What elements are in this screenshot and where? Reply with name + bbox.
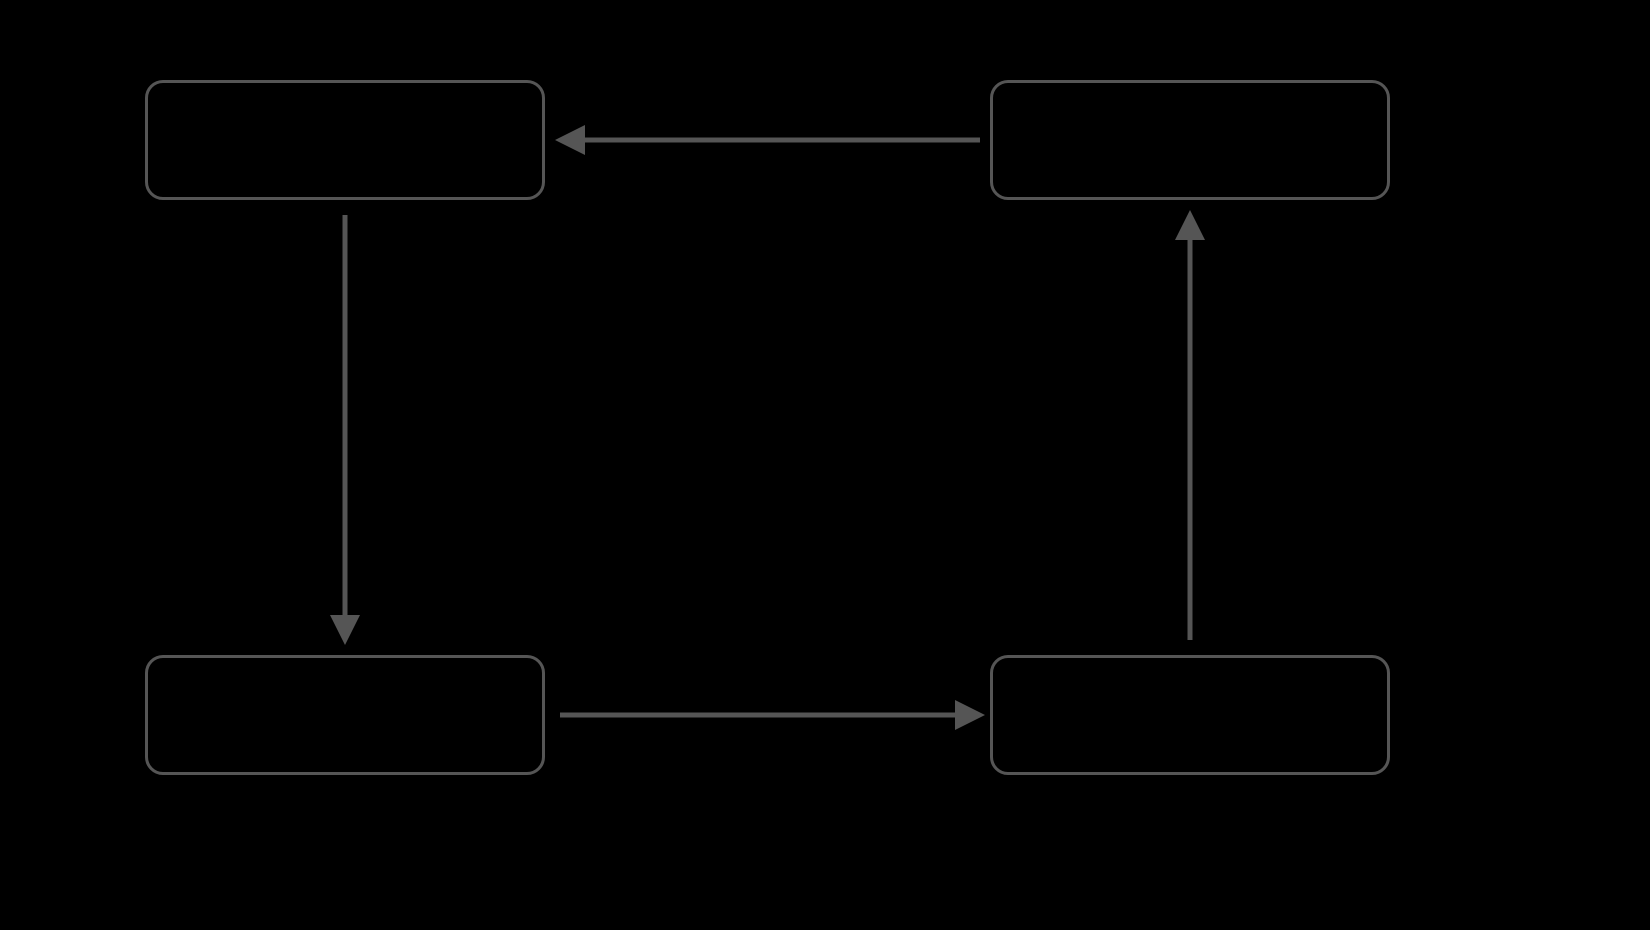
diagram-canvas [0, 0, 1650, 930]
node-top-left [145, 80, 545, 200]
node-bottom-right [990, 655, 1390, 775]
node-top-right [990, 80, 1390, 200]
node-bottom-left [145, 655, 545, 775]
